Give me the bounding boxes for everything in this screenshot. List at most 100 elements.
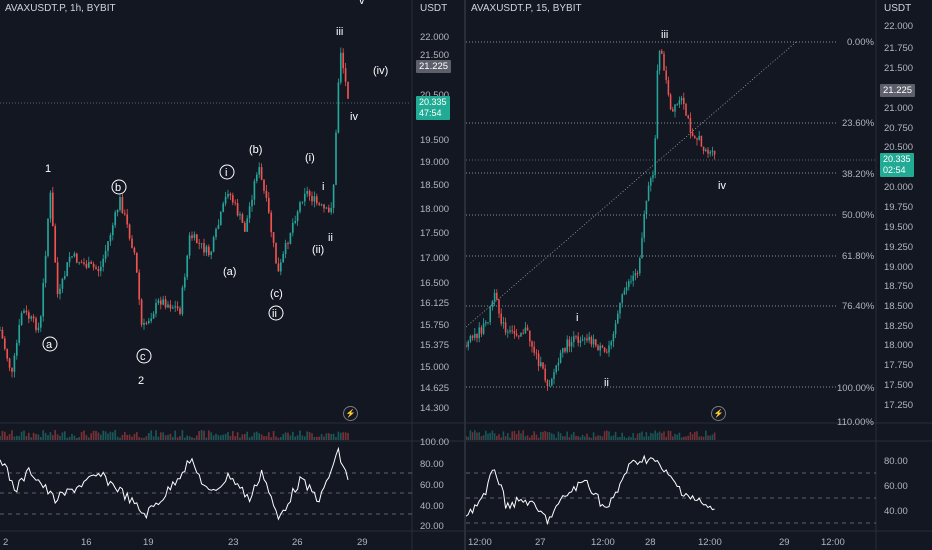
candle-body [282, 254, 284, 262]
volume-bar [687, 436, 689, 440]
candle-body [507, 332, 509, 333]
volume-bar [582, 435, 584, 440]
right-chart-pane[interactable]: 0.00% 23.60% 38.20% 50.00% 61.80% 76.40%… [466, 0, 932, 550]
candle-body [314, 196, 316, 201]
candle-body [220, 212, 222, 225]
candle-body [466, 345, 467, 347]
volume-bar [71, 434, 73, 440]
volume-bar [194, 438, 196, 440]
volume-bar [38, 434, 40, 440]
volume-bar [186, 436, 188, 440]
candle-body [621, 294, 623, 302]
candle-body [258, 167, 260, 175]
candle-body [292, 223, 294, 233]
left-time-axis[interactable]: 2 16 19 23 26 29 [3, 537, 368, 548]
volume-bar [531, 435, 533, 440]
volume-bar [198, 431, 200, 440]
y-tick: 22.000 [884, 21, 913, 32]
candle-body [604, 347, 606, 351]
volume-bar [470, 430, 472, 440]
wave-label-iii: iii [336, 26, 343, 38]
candle-body [483, 323, 485, 333]
volume-bar [643, 437, 645, 440]
candle-body [270, 213, 272, 233]
volume-bar [571, 434, 573, 440]
candle-body [692, 133, 694, 137]
volume-bar [78, 437, 80, 440]
volume-bar [466, 436, 467, 440]
volume-bar [511, 431, 513, 440]
candle-body [150, 319, 152, 321]
candle-body [672, 109, 674, 111]
left-symbol-title[interactable]: AVAXUSDT.P, 1h, BYBIT [5, 3, 116, 14]
candle-body [333, 185, 335, 208]
volume-bar [314, 437, 316, 440]
x-tick: 12:00 [698, 537, 722, 548]
volume-bar [646, 432, 648, 440]
volume-bar [98, 433, 100, 440]
candle-body [481, 327, 483, 333]
volume-bar [206, 437, 208, 440]
volume-bar [692, 434, 694, 440]
volume-bar [602, 436, 604, 440]
volume-bar [335, 437, 337, 440]
right-price-axis[interactable]: 22.000 21.750 21.500 21.000 20.750 20.50… [884, 21, 913, 411]
y-tick: 20.500 [884, 142, 913, 153]
volume-bar [654, 431, 656, 440]
volume-bar [266, 436, 268, 440]
candle-body [88, 262, 90, 268]
candle-body [595, 339, 597, 345]
left-chart-pane[interactable]: 22.000 21.500 20.500 19.500 19.000 18.50… [0, 0, 465, 550]
volume-bar [560, 433, 562, 440]
volume-bar [577, 436, 579, 440]
candle-body [143, 323, 145, 325]
candle-body [278, 264, 280, 272]
candle-body [254, 181, 256, 200]
rsi-tick: 60.00 [420, 480, 444, 491]
candle-body [208, 247, 210, 256]
volume-bar [555, 438, 557, 440]
candle-body [674, 104, 676, 111]
candle-body [261, 167, 263, 180]
volume-bar [683, 437, 685, 440]
y-tick: 19.500 [884, 222, 913, 233]
candle-body [170, 305, 172, 309]
volume-bar [472, 432, 474, 440]
candle-body [266, 191, 268, 198]
volume-bar [564, 436, 566, 440]
y-tick: 17.750 [884, 360, 913, 371]
volume-bar [155, 430, 157, 440]
volume-bar [258, 433, 260, 440]
candle-body [95, 267, 97, 269]
candle-body [632, 276, 634, 281]
left-chart-canvas[interactable]: 22.000 21.500 20.500 19.500 19.000 18.50… [0, 0, 465, 550]
candle-body [263, 180, 265, 191]
left-price-axis[interactable]: 22.000 21.500 20.500 19.500 19.000 18.50… [420, 32, 449, 414]
candle-body [628, 281, 630, 287]
candle-body [287, 243, 289, 244]
wave-label-ii: ii [604, 377, 609, 389]
lightning-icon[interactable]: ⚡ [711, 406, 726, 421]
volume-bar [630, 437, 632, 440]
x-tick: 26 [292, 537, 303, 548]
volume-bar [617, 437, 619, 440]
volume-bar [165, 435, 167, 440]
volume-bar [86, 435, 88, 440]
candle-body [659, 51, 661, 71]
right-time-axis[interactable]: 12:00 27 12:00 28 12:00 29 12:00 [468, 537, 845, 548]
candle-body [210, 252, 212, 255]
candle-body [107, 241, 109, 250]
wave-label-v: v [359, 0, 365, 7]
lightning-icon[interactable]: ⚡ [343, 406, 358, 421]
rsi-tick: 80.00 [420, 459, 444, 470]
wave-label-iv: iv [350, 111, 358, 123]
candle-body [71, 256, 73, 257]
candle-body [478, 327, 480, 338]
volume-bar [167, 435, 169, 440]
candle-body [194, 234, 196, 237]
volume-bar [138, 437, 140, 440]
right-chart-canvas[interactable]: 0.00% 23.60% 38.20% 50.00% 61.80% 76.40%… [466, 0, 932, 550]
candle-body [302, 201, 304, 202]
candle-body [648, 186, 650, 201]
right-symbol-title[interactable]: AVAXUSDT.P, 15, BYBIT [471, 3, 582, 14]
